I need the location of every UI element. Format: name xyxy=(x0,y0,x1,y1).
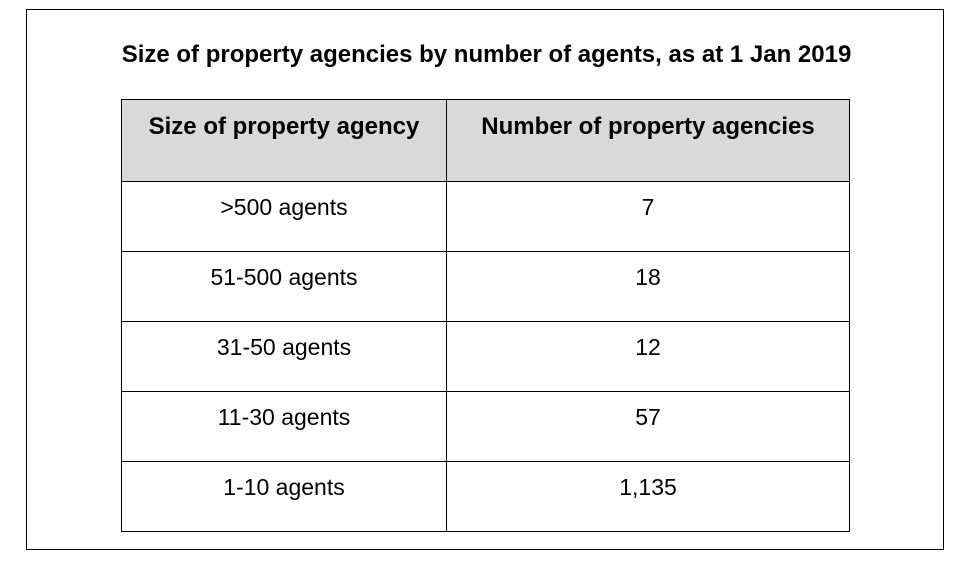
header-size: Size of property agency xyxy=(121,99,447,182)
cell-count: 7 xyxy=(446,181,850,252)
agency-size-table: Size of property agency Number of proper… xyxy=(121,99,850,532)
cell-size: 11-30 agents xyxy=(121,391,447,462)
cell-count: 57 xyxy=(446,391,850,462)
cell-size: 31-50 agents xyxy=(121,321,447,392)
cell-size: 1-10 agents xyxy=(121,461,447,532)
cell-count: 18 xyxy=(446,251,850,322)
document-frame xyxy=(26,9,944,550)
table-row: 1-10 agents 1,135 xyxy=(121,461,850,532)
table-row: 31-50 agents 12 xyxy=(121,321,850,392)
table-title: Size of property agencies by number of a… xyxy=(121,41,852,68)
table-row: 11-30 agents 57 xyxy=(121,391,850,462)
cell-size: 51-500 agents xyxy=(121,251,447,322)
cell-count: 12 xyxy=(446,321,850,392)
cell-size: >500 agents xyxy=(121,181,447,252)
header-count: Number of property agencies xyxy=(446,99,850,182)
cell-count: 1,135 xyxy=(446,461,850,532)
table-row: 51-500 agents 18 xyxy=(121,251,850,322)
table-header-row: Size of property agency Number of proper… xyxy=(121,99,850,182)
table-row: >500 agents 7 xyxy=(121,181,850,252)
